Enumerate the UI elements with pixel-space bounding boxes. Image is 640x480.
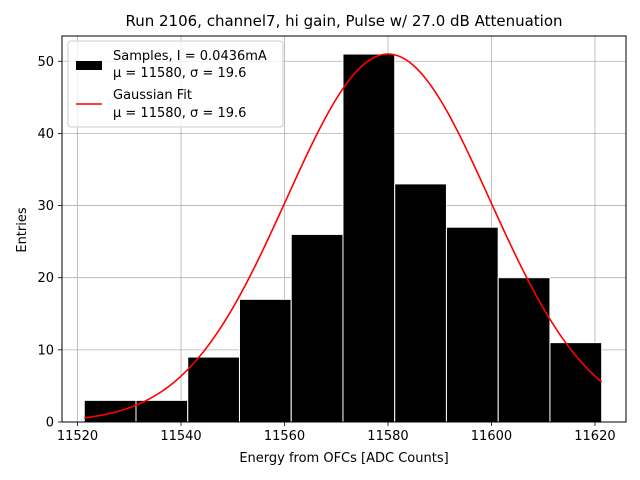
x-tick-label: 11540 [160,429,201,444]
chart-title: Run 2106, channel7, hi gain, Pulse w/ 27… [125,12,562,30]
histogram-bar [83,399,137,423]
gaussian-fit-curve [84,53,603,419]
y-tick-label: 30 [37,199,54,214]
y-axis-ticks: 0 10 20 30 40 50 [37,55,62,431]
histogram-bar [135,399,189,423]
x-axis-label: Energy from OFCs [ADC Counts] [239,451,448,466]
y-tick-label: 10 [37,343,54,358]
y-tick-label: 20 [37,271,54,286]
fit-layer [84,53,603,419]
histogram-bars [83,53,603,423]
legend-histogram-label: Samples, I = 0.0436mA [113,49,267,64]
x-tick-label: 11560 [264,429,305,444]
axes-frame [61,35,627,423]
histogram-bar [342,53,396,423]
y-tick-label: 40 [37,127,54,142]
y-axis-label: Entries [15,207,30,253]
histogram-bar [290,233,344,423]
x-tick-label: 11520 [57,429,98,444]
x-tick-label: 11600 [471,429,512,444]
x-tick-label: 11620 [574,429,615,444]
legend-box [67,40,284,128]
histogram-bar [445,226,499,423]
x-tick-label: 11580 [367,429,408,444]
legend-histogram-stats: μ = 11580, σ = 19.6 [113,66,246,81]
histogram-bar [394,183,447,423]
legend-fit-stats: μ = 11580, σ = 19.6 [113,106,246,121]
histogram-bar [238,298,292,423]
legend-histogram-swatch [76,61,102,70]
y-tick-label: 0 [46,416,54,431]
legend: Samples, I = 0.0436mA μ = 11580, σ = 19.… [67,40,284,128]
histogram-bar [187,356,240,423]
legend-fit-label: Gaussian Fit [113,88,192,103]
histogram-bar [497,277,551,423]
x-axis-ticks: 11520 11540 11560 11580 11600 11620 [57,422,616,444]
y-tick-label: 50 [37,55,54,70]
